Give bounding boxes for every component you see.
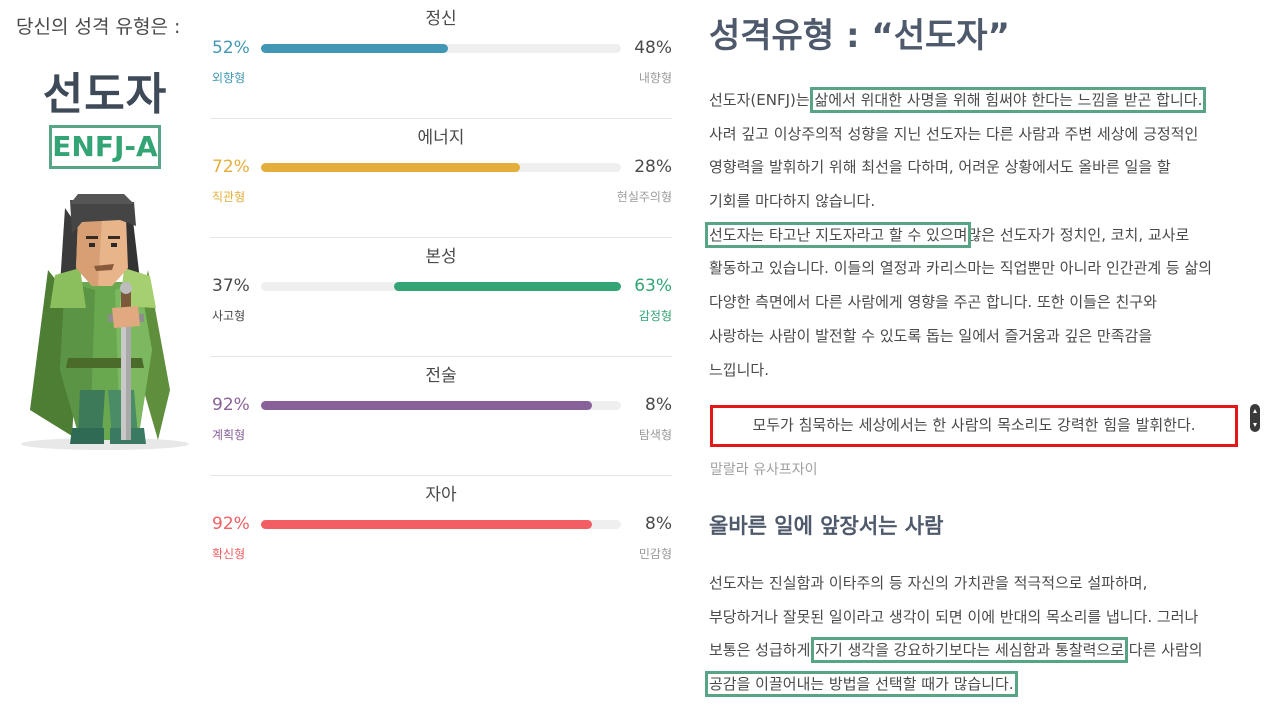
trait-breakdown-panel: 정신 52% 48% 외향형 내향형 에너지 72% 28% 직관형 현실주의형…	[210, 0, 672, 720]
trait-tactics: 전술 92% 8% 계획형 탐색형	[210, 357, 672, 476]
trait-left-percent: 72%	[212, 157, 250, 177]
divider	[210, 475, 672, 476]
trait-right-percent: 8%	[645, 395, 672, 415]
trait-bar-fill	[394, 282, 621, 291]
trait-right-label: 현실주의형	[616, 190, 672, 204]
trait-left-percent: 52%	[212, 38, 250, 58]
trait-title: 자아	[425, 485, 457, 505]
highlighted-phrase: 공감을 이끌어내는 방법을 선택할 때가 많습니다.	[705, 671, 1018, 698]
trait-left-percent: 37%	[212, 276, 250, 296]
trait-energy: 에너지 72% 28% 직관형 현실주의형	[210, 119, 672, 238]
text-line: 느낍니다.	[709, 360, 769, 379]
trait-right-label: 민감형	[638, 547, 672, 561]
highlighted-phrase: 선도자는 타고난 지도자라고 할 수 있으며	[704, 221, 972, 248]
trait-bar	[261, 520, 621, 529]
trait-bar-fill	[261, 163, 521, 172]
text-line: 사려 깊고 이상주의적 성향을 지닌 선도자는 다른 사람과 주변 세상에 긍정…	[709, 124, 1199, 143]
section-subheading: 올바른 일에 앞장서는 사람	[709, 514, 944, 538]
trait-left-label: 외향형	[212, 71, 246, 85]
text-line: 선도자는 진실함과 이타주의 등 자신의 가치관을 적극적으로 설파하며,	[709, 574, 1148, 592]
trait-right-percent: 28%	[634, 157, 672, 177]
trait-left-percent: 92%	[212, 395, 250, 415]
scroll-handle-icon[interactable]	[1250, 404, 1260, 432]
trait-title: 전술	[425, 366, 457, 386]
text-line: 다양한 측면에서 다른 사람에게 영향을 주곤 합니다. 또한 이들은 친구와	[709, 293, 1157, 312]
trait-mind: 정신 52% 48% 외향형 내향형	[210, 0, 672, 119]
trait-bar-fill	[261, 44, 449, 53]
trait-left-label: 직관형	[212, 190, 246, 204]
text-span: 많은 선도자가 정치인, 코치, 교사로	[967, 225, 1190, 244]
type-description-article: 성격유형 : “선도자” 선도자(ENFJ)는 삶에서 위대한 사명을 위해 힘…	[690, 0, 1280, 720]
trait-right-label: 내향형	[638, 71, 672, 85]
intro-paragraph: 선도자(ENFJ)는 삶에서 위대한 사명을 위해 힘써야 한다는 느낌을 받곤…	[704, 84, 1249, 387]
trait-nature: 본성 37% 63% 사고형 감정형	[210, 238, 672, 357]
personality-type-code: ENFJ-A	[49, 125, 161, 169]
advocate-character-illustration	[21, 194, 189, 450]
trait-right-label: 감정형	[638, 309, 672, 323]
text-line: 영향력을 발휘하기 위해 최선을 다하며, 어려운 상황에서도 올바른 일을 할	[709, 158, 1171, 177]
divider	[210, 118, 672, 119]
trait-right-percent: 8%	[645, 514, 672, 534]
trait-title: 본성	[425, 247, 457, 267]
trait-bar	[261, 401, 621, 410]
text-line: 선도자는 타고난 지도자라고 할 수 있으며많은 선도자가 정치인, 코치, 교…	[704, 219, 1249, 253]
text-span: 선도자(ENFJ)는	[709, 91, 815, 109]
text-line: 선도자(ENFJ)는 삶에서 위대한 사명을 위해 힘써야 한다는 느낌을 받곤…	[709, 84, 1249, 118]
trait-left-label: 사고형	[212, 309, 246, 323]
trait-left-percent: 92%	[212, 514, 250, 534]
trait-bar	[261, 163, 621, 172]
trait-bar	[261, 44, 621, 53]
trait-right-label: 탐색형	[638, 428, 672, 442]
trait-right-percent: 63%	[634, 276, 672, 296]
highlighted-phrase: 삶에서 위대한 사명을 위해 힘써야 한다는 느낌을 받곤 합니다.	[810, 87, 1207, 113]
divider	[210, 356, 672, 357]
trait-identity: 자아 92% 8% 확신형 민감형	[210, 476, 672, 595]
trait-bar-fill	[261, 401, 593, 410]
text-line: 사랑하는 사람이 발전할 수 있도록 돕는 일에서 즐거움과 깊은 만족감을	[709, 326, 1153, 345]
quote-author: 말랄라 유사프자이	[710, 462, 818, 478]
trait-title: 정신	[425, 9, 457, 29]
section-paragraph: 선도자는 진실함과 이타주의 등 자신의 가치관을 적극적으로 설파하며, 부당…	[705, 567, 1249, 702]
highlighted-quote: 모두가 침묵하는 세상에서는 한 사람의 목소리도 강력한 힘을 발휘한다.	[710, 405, 1238, 447]
highlighted-phrase: 자기 생각을 강요하기보다는 세심함과 통찰력으로	[811, 637, 1129, 664]
trait-title: 에너지	[417, 128, 465, 148]
text-line: 활동하고 있습니다. 이들의 열정과 카리스마는 직업뿐만 아니라 인간관계 등…	[709, 259, 1213, 278]
trait-bar-fill	[261, 520, 593, 529]
trait-bar	[261, 282, 621, 291]
text-line: 보통은 성급하게 자기 생각을 강요하기보다는 세심함과 통찰력으로 다른 사람…	[709, 634, 1249, 668]
trait-right-percent: 48%	[634, 38, 672, 58]
trait-left-label: 확신형	[212, 547, 246, 561]
text-line: 기회를 마다하지 않습니다.	[709, 192, 876, 211]
text-span: 보통은 성급하게	[709, 641, 816, 660]
article-heading: 성격유형 : “선도자”	[709, 16, 1010, 56]
text-line: 공감을 이끌어내는 방법을 선택할 때가 많습니다.	[705, 668, 1249, 702]
divider	[210, 237, 672, 238]
result-panel: 당신의 성격 유형은 : 선도자 ENFJ-A	[0, 0, 210, 720]
text-span: 다른 사람의	[1124, 641, 1203, 660]
intro-text: 당신의 성격 유형은 :	[16, 16, 181, 38]
trait-left-label: 계획형	[212, 428, 246, 442]
personality-type-name: 선도자	[42, 69, 168, 120]
text-line: 부당하거나 잘못된 일이라고 생각이 되면 이에 반대의 목소리를 냅니다. 그…	[709, 607, 1199, 626]
